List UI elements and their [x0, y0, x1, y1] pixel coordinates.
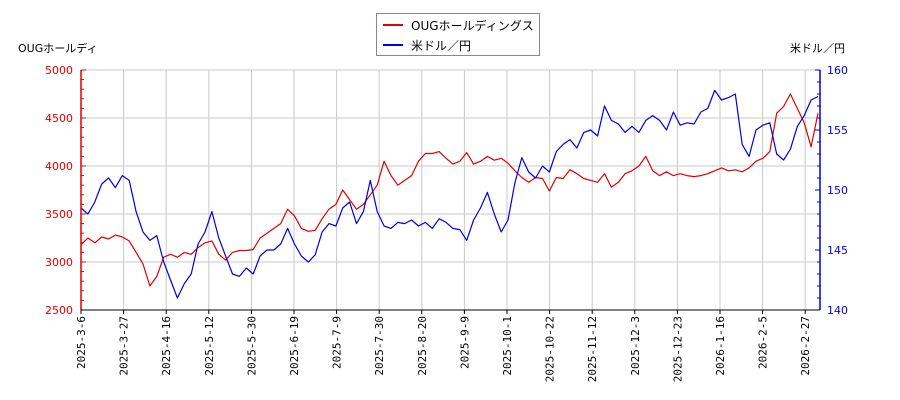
x-tick-label: 2026-2-27 — [799, 316, 812, 376]
legend-label-usdjpy: 米ドル／円 — [411, 38, 472, 53]
right-tick-label: 150 — [827, 184, 848, 197]
left-tick-label: 3000 — [45, 256, 73, 269]
left-tick-label: 2500 — [45, 304, 73, 317]
x-axis: 2025-3-6 2025-3-27 2025-4-16 2025-5-12 2025-… — [75, 309, 820, 382]
x-tick-label: 2025-6-19 — [288, 316, 301, 376]
x-tick-label: 2025-10-1 — [501, 316, 514, 376]
x-tick-label: 2025-11-12 — [586, 316, 599, 382]
left-axis-title: OUGホールディ — [18, 42, 98, 55]
right-tick-label: 145 — [827, 244, 848, 257]
x-tick-label: 2025-4-16 — [160, 316, 173, 376]
x-tick-label: 2026-1-16 — [714, 316, 727, 376]
left-tick-label: 4500 — [45, 112, 73, 125]
chart-legend: OUGホールディングス 米ドル／円 — [376, 13, 540, 56]
legend-item-stock: OUGホールディングス — [383, 16, 534, 34]
x-tick-label: 2025-7-9 — [331, 316, 344, 369]
x-tick-label: 2025-12-23 — [671, 316, 684, 382]
right-tick-label: 155 — [827, 124, 848, 137]
legend-item-usdjpy: 米ドル／円 — [383, 36, 471, 54]
x-tick-label: 2025-5-30 — [245, 316, 258, 376]
x-tick-label: 2025-3-27 — [118, 316, 131, 376]
x-tick-label: 2025-3-6 — [75, 316, 88, 369]
right-axis-title: 米ドル／円 — [790, 42, 845, 55]
right-y-axis: 160 155 150 145 140 — [815, 64, 848, 317]
x-tick-label: 2025-8-20 — [416, 316, 429, 376]
x-tick-label: 2025-10-22 — [544, 316, 557, 382]
left-y-axis: 5000 4500 4000 3500 3000 2500 — [45, 64, 86, 317]
right-tick-label: 140 — [827, 304, 848, 317]
x-tick-label: 2025-5-12 — [203, 316, 216, 376]
x-tick-label: 2025-7-30 — [373, 316, 386, 376]
legend-swatch-blue — [383, 44, 403, 46]
stock-price-line — [80, 93, 819, 287]
usdjpy-line — [80, 89, 819, 299]
right-tick-label: 160 — [827, 64, 848, 77]
x-tick-label: 2025-9-9 — [458, 316, 471, 369]
x-tick-label: 2025-12-3 — [629, 316, 642, 376]
left-tick-label: 5000 — [45, 64, 73, 77]
legend-label-stock: OUGホールディングス — [411, 18, 534, 33]
left-tick-label: 3500 — [45, 208, 73, 221]
left-tick-label: 4000 — [45, 160, 73, 173]
plot-lines — [80, 89, 819, 299]
x-tick-label: 2026-2-5 — [757, 316, 770, 369]
legend-swatch-red — [383, 24, 403, 26]
